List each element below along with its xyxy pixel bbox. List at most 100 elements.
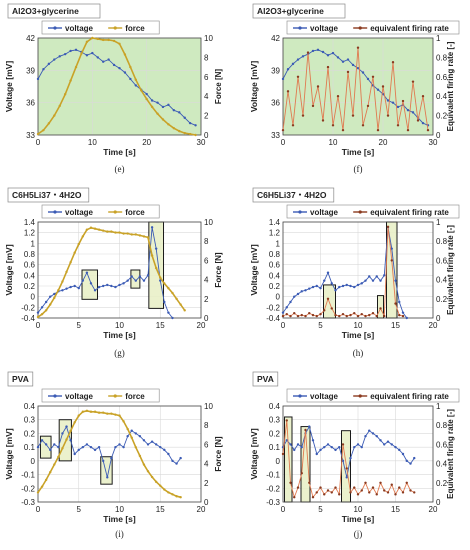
data-point-firing [300,313,303,317]
data-point-force [36,491,40,494]
data-point-firing [386,491,390,494]
data-point-voltage [386,99,390,102]
data-point-voltage [281,77,285,81]
x-tick-label: 10 [88,138,97,147]
data-point-voltage [73,452,76,456]
x-tick-label: 20 [379,138,388,147]
data-point-voltage [286,68,290,71]
data-point-force [118,414,121,417]
data-point-firing [375,493,378,496]
data-point-voltage [163,448,166,452]
data-point-force [159,276,162,279]
data-point-firing [281,128,285,132]
data-point-firing [353,312,356,315]
data-point-firing [304,428,307,432]
data-point-firing [360,312,363,316]
chart-title-box [252,187,335,203]
data-point-voltage [146,274,150,277]
x-axis-label: Time [s] [103,147,136,157]
data-point-voltage [405,459,408,463]
x-tick-label: 5 [318,505,323,514]
data-point-voltage [118,443,121,446]
data-point-force [57,455,60,459]
data-point-force [175,297,178,300]
data-point-firing [381,85,385,88]
y2-tick-label: 10 [204,402,213,411]
data-point-voltage [390,247,393,250]
x-tick-label: 5 [318,321,323,330]
data-point-force [114,231,117,234]
data-point-voltage [293,295,296,298]
x-tick-label: 0 [36,321,41,330]
legend-marker-firing [358,26,362,30]
data-point-voltage [150,226,154,229]
y-tick-label: 0.1 [24,443,36,452]
data-point-voltage [375,434,378,438]
data-point-voltage [411,111,415,114]
y-tick-label: 42 [271,34,280,43]
data-point-firing [386,114,390,117]
data-point-voltage [49,448,52,452]
data-point-firing [334,486,337,489]
data-point-voltage [319,448,322,452]
series-line-voltage [282,227,408,319]
x-tick-label: 15 [391,321,400,330]
data-point-force [58,104,61,108]
data-point-firing [409,489,412,492]
y-tick-label: -0.3 [266,498,280,507]
plot-background [38,38,201,135]
data-point-voltage [315,284,318,288]
y2-axis-label: Force [N] [214,252,223,287]
y-tick-label: 0.3 [269,416,281,425]
y-tick-label: -0.4 [21,314,35,323]
data-point-force [122,420,125,423]
chart-h: -0.4-0.200.20.40.60.811.21.400.20.40.60.… [249,187,460,358]
y2-tick-label: 0 [436,498,441,507]
x-tick-label: 15 [156,321,165,330]
data-point-force [156,112,159,115]
x-tick-label: 10 [115,505,124,514]
data-point-force [57,288,60,292]
series-line-firing [282,420,415,499]
y-tick-label: 1.2 [269,229,281,238]
data-point-voltage [311,285,315,289]
legend-box [286,204,460,219]
data-point-voltage [330,282,333,285]
data-point-force [172,127,176,130]
data-point-force [142,463,146,466]
y-tick-label: 0.1 [269,443,281,452]
y-tick-label: 1.4 [24,218,36,227]
data-point-voltage [47,62,51,66]
data-point-force [42,128,45,132]
data-point-force [118,42,121,46]
y2-tick-label: 6 [204,73,209,82]
data-point-voltage [85,271,89,274]
data-point-voltage [106,283,109,287]
data-point-voltage [58,55,61,58]
figure-caption: (i) [115,529,124,539]
data-point-voltage [311,439,315,442]
data-point-force [163,282,166,285]
data-point-firing [396,124,400,127]
data-point-force [167,491,170,494]
data-point-force [69,261,72,264]
data-point-firing [364,481,367,484]
data-point-firing [330,491,333,494]
data-point-voltage [167,103,170,107]
y-tick-label: -0.1 [266,471,280,480]
data-point-force [77,242,80,246]
data-point-force [112,39,116,43]
data-point-voltage [326,54,330,57]
figure-caption: (e) [115,164,125,174]
data-point-firing [341,443,345,446]
y-tick-label: 0.8 [24,250,36,259]
data-point-force [171,493,174,496]
x-axis-label: Time [s] [342,330,375,340]
data-point-firing [306,51,310,54]
y-tick-label: 0.3 [24,416,36,425]
data-point-firing [426,128,430,132]
y-tick-label: 0 [276,293,281,302]
data-point-force [159,484,162,487]
